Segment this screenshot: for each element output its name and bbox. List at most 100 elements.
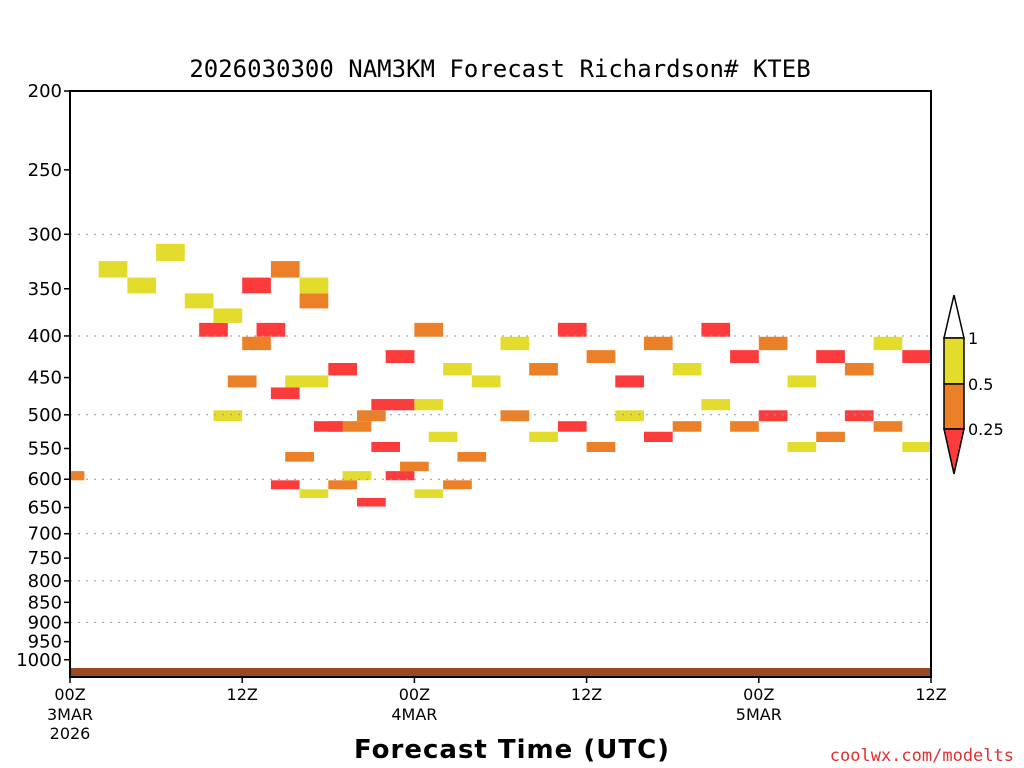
- ytick-label-650: 650: [28, 498, 62, 519]
- ytick-label-800: 800: [28, 571, 62, 592]
- xtick-label-12: 12Z: [227, 685, 258, 704]
- ri-cell-3: [285, 375, 329, 388]
- ri-cell-66: [213, 308, 243, 323]
- ytick-label-600: 600: [28, 469, 62, 490]
- colorbar-band-yellow: [943, 337, 965, 385]
- plot-frame: [69, 90, 932, 678]
- ri-cell-64: [156, 243, 185, 262]
- ri-cell-42: [787, 375, 817, 388]
- ri-cell-1: [227, 375, 257, 388]
- colorbar-top-triangle: [943, 294, 965, 339]
- ri-cell-2: [256, 322, 286, 337]
- colorbar-band-orange: [943, 383, 965, 430]
- ytick-label-250: 250: [28, 160, 62, 181]
- colorbar-label-1: 1: [968, 329, 978, 348]
- ri-cell-40: [730, 350, 759, 363]
- colorbar-bottom-triangle: [943, 428, 965, 475]
- chart-title: 2026030300 NAM3KM Forecast Richardson# K…: [189, 55, 810, 83]
- ri-cell-52: [644, 431, 673, 443]
- cells-layer: [70, 243, 931, 507]
- colorbar-label-0.25: 0.25: [968, 420, 1004, 439]
- ri-cell-0: [199, 322, 228, 337]
- ri-cell-20: [371, 442, 401, 452]
- ri-cell-69: [299, 277, 329, 294]
- ri-cell-22: [428, 431, 458, 443]
- ri-cell-16: [414, 399, 444, 411]
- ground-strip: [70, 668, 931, 677]
- ri-cell-33: [529, 362, 558, 376]
- ri-cell-34: [557, 322, 587, 337]
- ytick-label-500: 500: [28, 405, 62, 426]
- ri-cell-48: [529, 431, 558, 443]
- gridlines: [70, 233, 931, 624]
- ytick-label-900: 900: [28, 613, 62, 634]
- ri-cell-7: [443, 362, 472, 376]
- ytick-label-850: 850: [28, 592, 62, 613]
- ri-cell-24: [70, 471, 85, 481]
- ytick-label-950: 950: [28, 632, 62, 653]
- ri-cell-26: [299, 489, 329, 499]
- ri-cell-47: [500, 410, 530, 422]
- ri-cell-56: [758, 410, 788, 422]
- ri-cell-18: [313, 421, 343, 432]
- ri-cell-27: [328, 480, 357, 490]
- ri-cell-8: [471, 375, 501, 388]
- ri-cell-58: [816, 431, 845, 443]
- xtick-date-24: 4MAR: [391, 705, 437, 724]
- ytick-label-300: 300: [28, 224, 62, 245]
- ri-cell-21: [400, 461, 429, 472]
- ri-cell-55: [730, 421, 759, 432]
- xtick-label-36: 12Z: [571, 685, 602, 704]
- ytick-label-350: 350: [28, 279, 62, 300]
- ri-cell-54: [701, 399, 731, 411]
- ri-cell-15: [385, 350, 415, 363]
- ri-cell-37: [644, 336, 673, 351]
- ri-cell-12: [299, 293, 329, 309]
- ri-cell-43: [816, 350, 845, 363]
- xtick-label-24: 00Z: [399, 685, 430, 704]
- ytick-label-200: 200: [28, 81, 62, 102]
- ri-cell-50: [586, 442, 616, 452]
- ground-layer: [70, 668, 931, 677]
- ri-cell-44: [844, 362, 874, 376]
- xtick-label-48: 00Z: [743, 685, 774, 704]
- ri-cell-38: [672, 362, 702, 376]
- ri-cell-30: [414, 489, 444, 499]
- ri-cell-17: [285, 451, 314, 462]
- ri-cell-9: [213, 410, 243, 422]
- ri-cell-36: [615, 375, 644, 388]
- ri-cell-65: [184, 293, 214, 309]
- ri-cell-41: [758, 336, 788, 351]
- x-axis-label: Forecast Time (UTC): [354, 735, 670, 765]
- ri-cell-35: [586, 350, 616, 363]
- ri-cell-29: [385, 471, 415, 481]
- ri-cell-68: [270, 261, 300, 278]
- ri-cell-10: [242, 336, 271, 351]
- ri-cell-28: [357, 498, 386, 507]
- ri-cell-67: [242, 277, 271, 294]
- y-axis: 200 250 300 350 400 450 500 550 600 650 700 7508008…: [16, 81, 70, 671]
- xtick-date-48: 5MAR: [736, 705, 782, 724]
- ytick-label-450: 450: [28, 368, 62, 389]
- ri-cell-23: [457, 451, 487, 462]
- xtick-label-0: 00Z: [54, 685, 85, 704]
- ri-cell-6: [414, 322, 444, 337]
- ytick-label-550: 550: [28, 438, 62, 459]
- colorbar: 1 0.5 0.25: [943, 294, 1004, 475]
- ri-cell-57: [787, 442, 817, 452]
- colorbar-label-0.5: 0.5: [968, 375, 993, 394]
- ytick-label-750: 750: [28, 548, 62, 569]
- ri-cell-19: [342, 471, 372, 481]
- ri-cell-59: [844, 410, 874, 422]
- ytick-label-400: 400: [28, 326, 62, 347]
- ri-cell-13: [328, 362, 357, 376]
- credit-text: coolwx.com/modelts: [830, 746, 1014, 766]
- ri-cell-62: [98, 261, 128, 278]
- ytick-label-1000: 1000: [16, 650, 62, 671]
- ri-cell-60: [873, 421, 903, 432]
- ri-cell-61: [902, 442, 931, 452]
- ri-cell-53: [672, 421, 702, 432]
- ri-cell-46: [902, 350, 931, 363]
